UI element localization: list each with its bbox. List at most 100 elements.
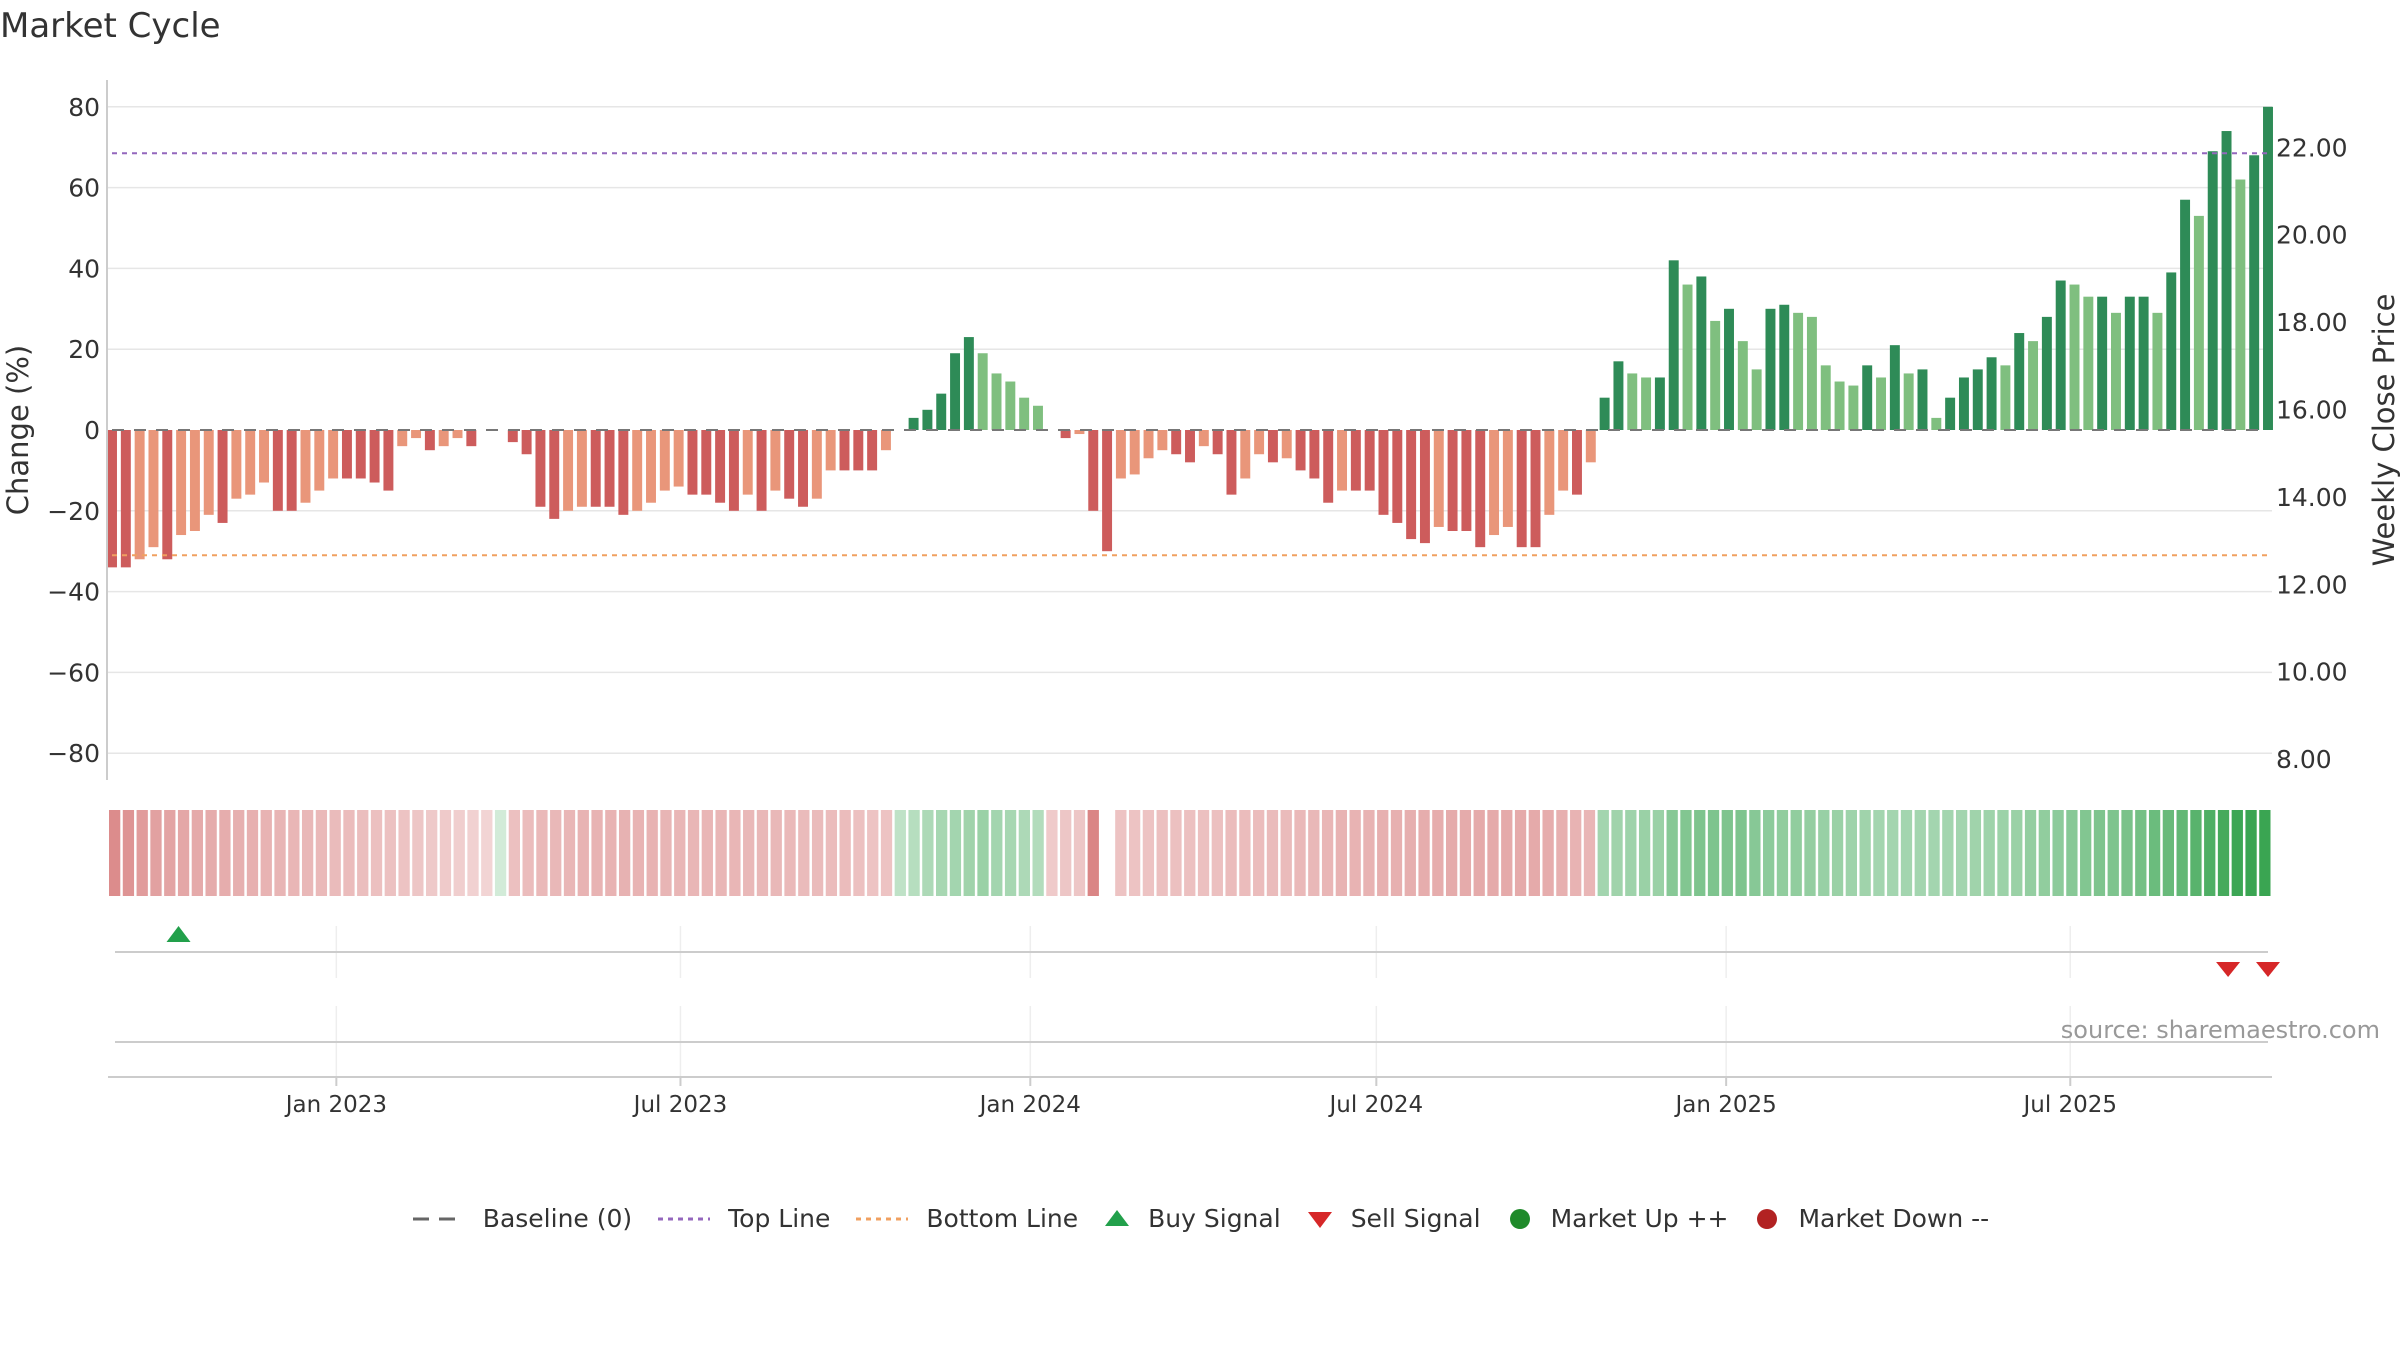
strength-cell (1818, 810, 1830, 896)
change-bar (1793, 312, 1804, 430)
legend-label: Market Down -- (1798, 1204, 1990, 1233)
x-tick-label: Jan 2025 (1673, 1092, 1776, 1118)
change-bar (1654, 377, 1665, 430)
change-bar (811, 430, 822, 499)
strength-cell (177, 810, 190, 896)
strength-cell (1707, 810, 1720, 896)
legend-item: Market Down -- (1752, 1204, 1989, 1233)
change-bar (438, 430, 449, 447)
change-bar (162, 430, 173, 560)
strength-cell (618, 810, 631, 896)
strength-cell (219, 810, 231, 896)
change-bar (922, 409, 933, 430)
strength-cell (233, 810, 245, 896)
strength-cell (701, 810, 713, 896)
strength-cell (715, 810, 727, 896)
strength-cell (1032, 810, 1044, 896)
change-bar (618, 430, 629, 515)
axes: 80 60 40 20 0 −20 −40 −60 −80 Change (%) 22.00 20.0… (1, 80, 2400, 780)
strength-cell (1666, 810, 1678, 896)
change-bar (1240, 430, 1251, 479)
change-bar (2124, 296, 2135, 430)
change-bar (1516, 430, 1527, 548)
change-bar (2138, 296, 2149, 430)
strength-cell (1790, 810, 1802, 896)
strength-cell (274, 810, 286, 896)
change-bar (715, 430, 726, 503)
dot-legend-icon (658, 1217, 711, 1220)
change-bar (1489, 430, 1500, 536)
strength-cell (426, 810, 438, 896)
strength-cell (2052, 810, 2064, 896)
strength-cell (1004, 810, 1017, 896)
strength-cell (1280, 810, 1292, 896)
strength-cell (2148, 810, 2161, 896)
strength-cell (674, 810, 686, 896)
strength-cell (1763, 810, 1775, 896)
dash-legend-icon (412, 1217, 465, 1220)
strength-cell (1128, 810, 1141, 896)
strength-cell (398, 810, 410, 896)
strength-cell (770, 810, 782, 896)
strength-cell (1073, 810, 1086, 896)
change-bar (2207, 151, 2218, 431)
change-bar (1364, 430, 1375, 491)
strength-cell (1638, 810, 1651, 896)
strength-cell (453, 810, 465, 896)
strength-cell (1776, 810, 1789, 896)
change-bar (2180, 199, 2191, 430)
change-bar (300, 430, 311, 503)
strength-cell (288, 810, 300, 896)
strength-cell (1170, 810, 1182, 896)
y-left-tick-label: −20 (47, 497, 100, 526)
change-bar (977, 353, 988, 430)
strength-cell (191, 810, 203, 896)
change-bar (1668, 260, 1679, 430)
y-right-tick-label: 10.00 (2276, 658, 2348, 687)
y-left-tick-label: 80 (68, 93, 100, 122)
strength-cell (205, 810, 217, 896)
strength-cell (1404, 810, 1416, 896)
change-bar (2014, 333, 2025, 430)
change-bar (2028, 341, 2039, 430)
triangle-up-legend-icon (1105, 1209, 1130, 1226)
change-bar (563, 430, 574, 511)
change-bar (825, 430, 836, 471)
strength-cell (1804, 810, 1816, 896)
change-bar (1710, 320, 1721, 430)
change-bar (535, 430, 546, 507)
strength-cell (2259, 810, 2271, 896)
strength-cell (550, 810, 562, 896)
strength-cell (467, 810, 479, 896)
change-bar (1350, 430, 1361, 491)
strength-cell (481, 810, 493, 896)
y-left-tick-label: −60 (47, 658, 100, 687)
change-bar (383, 430, 394, 491)
change-bar (1931, 417, 1942, 430)
strength-cell (936, 810, 948, 896)
y-right-tick-label: 22.00 (2276, 133, 2348, 162)
change-bar (1475, 430, 1486, 548)
legend-label: Buy Signal (1148, 1204, 1281, 1233)
change-bar (259, 430, 270, 483)
y-left-axis-label: Change (%) (1, 345, 35, 515)
change-bar (1585, 430, 1596, 463)
strength-cell (109, 810, 121, 896)
buy-signal-marker (166, 926, 191, 942)
change-bar (1157, 430, 1168, 451)
strength-cell (494, 810, 507, 896)
strength-cell (811, 810, 824, 896)
change-bar (950, 353, 961, 430)
strength-cell (1445, 810, 1458, 896)
change-bar (107, 430, 117, 568)
strength-cell (1859, 810, 1871, 896)
y-left-tick-label: 60 (68, 174, 100, 203)
change-bar (314, 430, 325, 491)
strength-cell (136, 810, 148, 896)
legend-label: Bottom Line (926, 1204, 1079, 1233)
change-bar (1627, 373, 1638, 430)
change-bars (107, 106, 2273, 568)
strength-cell (908, 810, 920, 896)
change-bar (1806, 316, 1817, 430)
